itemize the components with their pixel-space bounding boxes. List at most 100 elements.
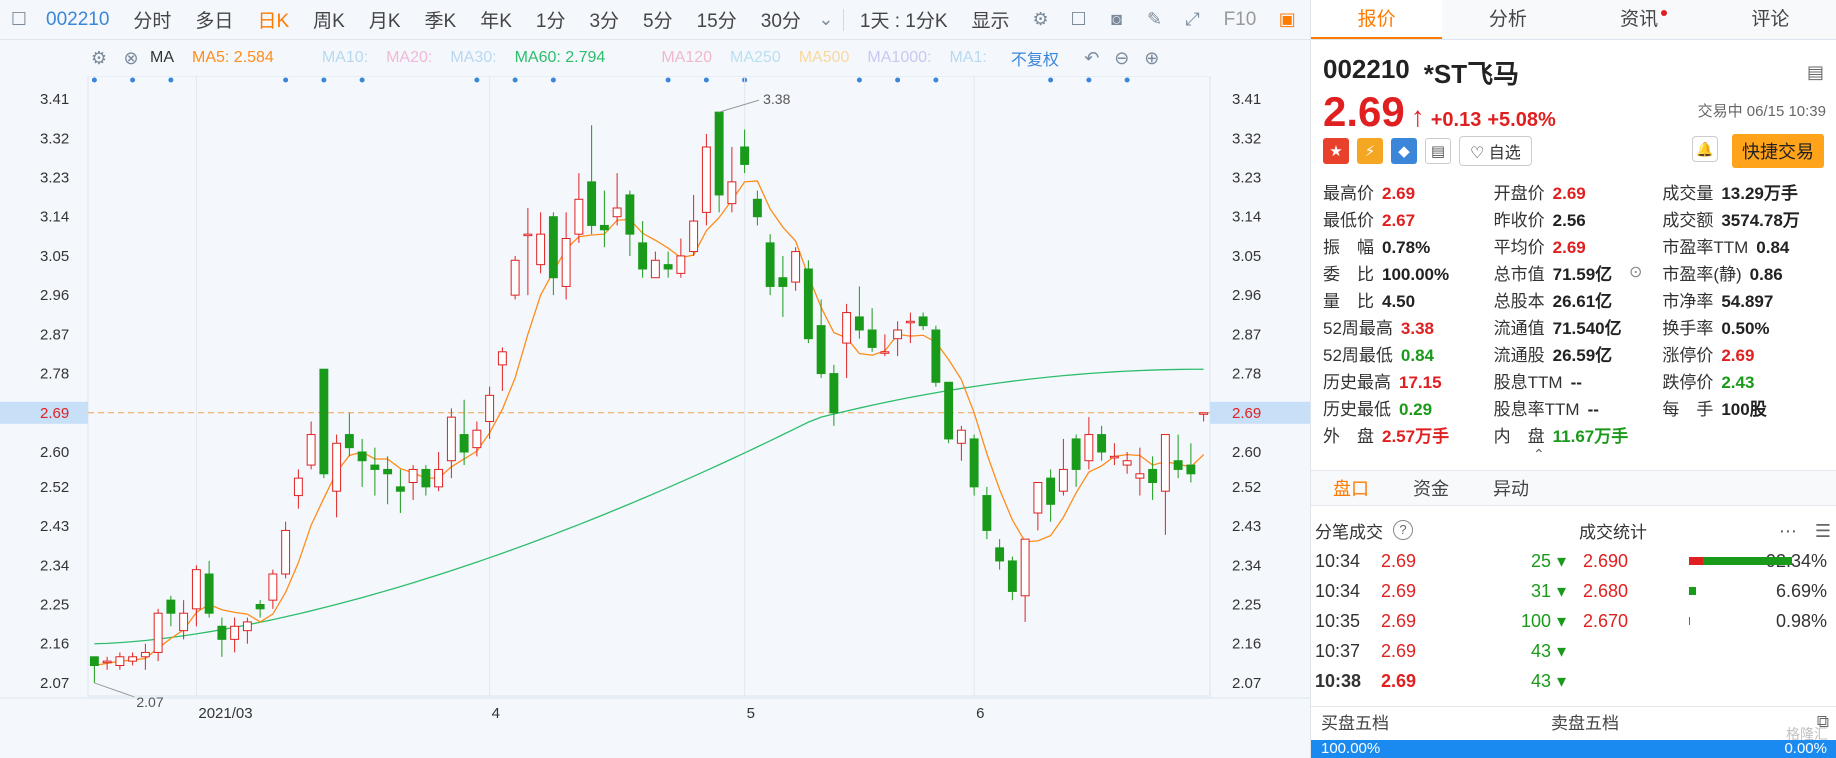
deal-bar-fill	[1689, 557, 1792, 565]
candle-down	[421, 468, 431, 488]
pencil-icon[interactable]: ✎	[1147, 9, 1163, 29]
trade-price: 2.69	[1381, 610, 1417, 631]
chevron-up-icon[interactable]: ⌃	[1533, 446, 1545, 462]
list-icon[interactable]: ▤	[1806, 62, 1824, 82]
deal-stat-row: 2.690 92.34%	[1579, 546, 1836, 576]
zoom-out-icon[interactable]: ⊖	[1114, 47, 1130, 68]
subtab-anomaly[interactable]: 异动	[1493, 479, 1529, 499]
stat-cell: 股息率TTM --	[1494, 395, 1663, 420]
period-weekly[interactable]: 周K	[313, 11, 345, 32]
gear-icon[interactable]: ⚙	[1032, 9, 1049, 29]
more-options-icon[interactable]: ⋯ ☰	[1778, 521, 1831, 541]
period-30min[interactable]: 30分	[760, 11, 801, 32]
trade-row: 10:37 2.69 43 ▾	[1311, 636, 1571, 666]
display-menu[interactable]: 显示	[971, 11, 1010, 32]
candle-down	[1046, 477, 1056, 505]
watermark-logo: 格隆汇	[1786, 726, 1828, 742]
stat-row: 外 盘 2.57万手 内 盘 11.67万手	[1323, 421, 1833, 448]
stat-value: 2.69	[1552, 238, 1586, 257]
candle-up	[179, 612, 189, 632]
stat-row: 历史最低 0.29 股息率TTM -- 每 手 100股	[1323, 394, 1833, 421]
stat-value: 2.69	[1721, 346, 1755, 365]
event-marker	[359, 77, 365, 83]
quote-tabs: 报价 分析 资讯 评论	[1311, 0, 1836, 40]
y-tick-left: 3.14	[40, 209, 69, 226]
camera-icon[interactable]: ◙	[1111, 9, 1122, 29]
stat-cell: 开盘价 2.69	[1494, 179, 1663, 204]
candle-down	[765, 242, 775, 287]
period-monthly[interactable]: 月K	[368, 11, 401, 32]
close-icon[interactable]: ⊗	[123, 47, 139, 68]
add-watchlist-button[interactable]: ♡ 自选	[1459, 136, 1532, 166]
tab-analysis[interactable]: 分析	[1488, 9, 1527, 30]
stat-value: 0.84	[1400, 346, 1435, 365]
candle-down	[663, 264, 673, 270]
stat-label: 平均价	[1493, 238, 1545, 257]
zoom-in-icon[interactable]: ⊕	[1144, 47, 1160, 68]
candle-up	[1199, 412, 1209, 415]
tab-comments[interactable]: 评论	[1751, 9, 1790, 30]
restore-button[interactable]: 不复权	[1010, 52, 1059, 69]
subtab-capital[interactable]: 资金	[1413, 479, 1449, 499]
tag-icon[interactable]: ◆	[1391, 138, 1417, 164]
stat-label: 振 幅	[1323, 238, 1374, 257]
stat-row: 量 比 4.50 总股本 26.61亿 市净率 54.897	[1323, 286, 1833, 313]
candle-down	[587, 181, 597, 226]
more-icon[interactable]: ⊙	[1629, 264, 1643, 281]
y-tick-left: 2.07	[40, 675, 69, 692]
stock-code: 002210	[46, 8, 110, 30]
stat-value: 3574.78万	[1721, 211, 1800, 230]
candle-up	[408, 468, 418, 483]
candle-up	[434, 468, 444, 488]
stat-value: 0.50%	[1721, 319, 1770, 338]
y-tick-right: 3.14	[1232, 209, 1261, 226]
subtab-orderbook[interactable]: 盘口	[1333, 479, 1369, 499]
trade-volume: 31	[1530, 580, 1551, 601]
candle-up	[791, 251, 801, 283]
sidebar-toggle-icon[interactable]: ☐	[10, 9, 28, 29]
lightning-icon[interactable]: ⚡	[1357, 138, 1383, 164]
candle-up	[510, 259, 520, 296]
candlestick-chart[interactable]: 3.41 3.41 3.32 3.32 3.23 3.23 3.14 3.14 3.05 3.05…	[0, 76, 1310, 758]
stat-value: 3.38	[1400, 319, 1435, 338]
low-leader	[94, 682, 135, 698]
period-intraday[interactable]: 分时	[133, 11, 172, 32]
period-yearly[interactable]: 年K	[480, 11, 512, 32]
period-3min[interactable]: 3分	[589, 11, 620, 32]
ma-label[interactable]: MA	[150, 49, 174, 66]
interval-select[interactable]: 1天 : 1分K	[859, 11, 948, 32]
settings-icon[interactable]: ⚙	[90, 47, 108, 68]
panel-icon[interactable]: ▣	[1278, 9, 1296, 29]
tab-quote[interactable]: 报价	[1311, 0, 1443, 39]
f10-button[interactable]: F10	[1223, 8, 1257, 30]
stat-value: 26.59亿	[1552, 346, 1613, 365]
period-15min[interactable]: 15分	[696, 11, 737, 32]
china-flag-icon[interactable]: ★	[1323, 138, 1349, 164]
period-5min[interactable]: 5分	[643, 11, 673, 32]
period-daily[interactable]: 日K	[257, 11, 290, 32]
collapse-icon[interactable]: ⧉	[1816, 711, 1829, 731]
fast-trade-button[interactable]: 快捷交易	[1732, 134, 1824, 168]
chevron-down-icon[interactable]: ⌄	[818, 9, 834, 29]
y-tick-right: 2.34	[1232, 557, 1261, 574]
stat-value: 54.897	[1721, 292, 1774, 311]
period-1min[interactable]: 1分	[535, 11, 566, 32]
y-tick-left: 2.34	[40, 557, 69, 574]
expand-icon[interactable]: ⤢	[1185, 9, 1200, 29]
bell-icon[interactable]: 🔔	[1692, 136, 1718, 162]
help-icon[interactable]: ?	[1393, 520, 1413, 540]
deal-statistics: 成交统计 ⋯ ☰ 2.690 92.34% 2.680 6.69% 2.670 0.98%	[1579, 514, 1836, 636]
trade-volume: 100	[1520, 610, 1551, 631]
period-multiday[interactable]: 多日	[195, 11, 234, 32]
order-book-header: 买盘五档 卖盘五档 ⧉	[1311, 706, 1836, 736]
y-tick-left: 3.32	[40, 130, 69, 147]
note-icon[interactable]: ▤	[1425, 138, 1451, 164]
heart-icon: ♡	[1470, 145, 1485, 162]
square-icon[interactable]: ☐	[1070, 9, 1087, 29]
trade-row: 10:35 2.69 100 ▾	[1311, 606, 1571, 636]
stat-cell: 涨停价 2.69	[1662, 341, 1833, 366]
period-quarterly[interactable]: 季K	[424, 11, 457, 32]
tab-news[interactable]: 资讯	[1574, 0, 1705, 39]
stat-cell: 每 手 100股	[1662, 395, 1833, 420]
undo-icon[interactable]: ↶	[1084, 47, 1100, 68]
